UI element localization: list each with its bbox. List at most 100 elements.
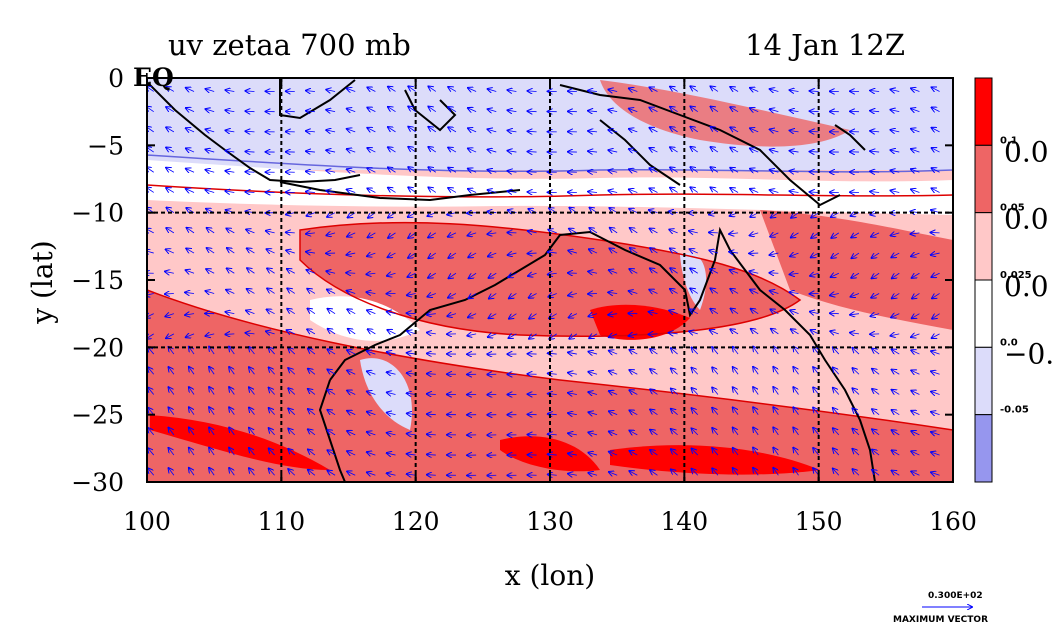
wind-vector (568, 474, 577, 476)
wind-vector (327, 290, 336, 294)
wind-vector (790, 151, 799, 152)
wind-vector (630, 228, 638, 233)
wind-vector (249, 408, 255, 415)
wind-vector (831, 253, 840, 258)
wind-vector (207, 228, 215, 234)
wind-vector (891, 233, 900, 236)
wind-vector (387, 473, 396, 475)
wind-vector (347, 391, 356, 395)
wind-vector (669, 230, 678, 233)
wind-vector (528, 111, 537, 112)
wind-vector (287, 269, 295, 273)
wind-vector (770, 170, 779, 172)
wind-vector (569, 333, 578, 339)
wind-vector (468, 169, 477, 173)
wind-vector (508, 191, 517, 192)
wind-vector (347, 350, 356, 354)
wind-vector (327, 349, 336, 354)
wind-vector (548, 252, 557, 253)
y-axis-label: y (lat) (26, 240, 59, 324)
wind-vector (671, 389, 678, 395)
wind-vector (892, 272, 900, 278)
wind-vector (448, 107, 457, 112)
wind-vector (245, 172, 255, 173)
wind-vector (508, 273, 517, 277)
wind-vector (791, 329, 799, 334)
wind-vector (872, 429, 880, 436)
wind-vector (427, 394, 436, 395)
wind-vector (206, 291, 215, 294)
wind-vector (669, 333, 678, 334)
wind-vector (407, 373, 416, 374)
wind-vector (690, 249, 698, 253)
wind-vector (770, 233, 779, 237)
wind-vector (932, 168, 940, 172)
wind-vector (448, 252, 457, 258)
wind-vector (810, 172, 819, 173)
wind-vector (871, 233, 880, 237)
wind-vector (186, 334, 195, 337)
wind-vector (428, 167, 437, 173)
wind-vector (448, 188, 457, 193)
wind-vector (267, 268, 275, 274)
wind-vector (793, 428, 799, 436)
wind-vector (448, 233, 457, 237)
wind-vector (528, 172, 537, 173)
wind-vector (347, 451, 356, 455)
wind-vector (428, 127, 437, 133)
wind-vector (911, 451, 920, 455)
wind-vector (733, 347, 739, 355)
shade-blue-patch-2 (680, 252, 707, 310)
wind-vector (870, 131, 880, 132)
wind-vector (266, 231, 275, 233)
wind-vector (912, 293, 920, 298)
wind-vector (408, 232, 416, 238)
wind-vector (269, 388, 275, 395)
wind-vector (408, 187, 416, 193)
wind-vector (508, 334, 517, 338)
wind-vector (348, 329, 356, 335)
wind-vector (912, 314, 920, 319)
wind-vector (833, 347, 840, 355)
wind-vector (790, 292, 799, 293)
wind-vector (830, 293, 839, 295)
wind-vector (712, 468, 719, 476)
wind-vector (892, 430, 900, 435)
wind-vectors (147, 86, 940, 476)
wind-vector (148, 448, 155, 456)
wind-vector (186, 248, 195, 253)
wind-vector (770, 190, 779, 192)
wind-vector (671, 469, 678, 476)
wind-vector (911, 411, 920, 415)
wind-vector (407, 474, 416, 475)
wind-vector (288, 449, 296, 456)
wind-vector (528, 273, 537, 276)
wind-vector (347, 309, 356, 313)
wind-vector (308, 369, 316, 375)
equator-label: EQ (133, 63, 174, 92)
wind-vector (710, 330, 719, 334)
wind-vector (709, 250, 719, 253)
wind-vector (872, 409, 880, 415)
wind-vector (246, 333, 255, 334)
wind-vector (589, 228, 598, 233)
colorbar-boxes (974, 77, 993, 483)
wind-vector (467, 334, 477, 336)
wind-vector (568, 373, 577, 375)
wind-vector (932, 334, 940, 338)
wind-vector (773, 448, 779, 456)
wind-vector (308, 470, 316, 476)
wind-vector (489, 293, 497, 298)
wind-vector (852, 252, 860, 258)
wind-vector (468, 88, 477, 92)
wind-vector (225, 110, 235, 111)
wind-vector (670, 127, 678, 132)
wind-vector (911, 253, 920, 256)
wind-vector (209, 367, 215, 375)
wind-vector (428, 147, 437, 153)
wind-vector (387, 433, 396, 435)
wind-vector (428, 107, 437, 112)
wind-vector (670, 188, 678, 193)
wind-vector (730, 270, 739, 273)
